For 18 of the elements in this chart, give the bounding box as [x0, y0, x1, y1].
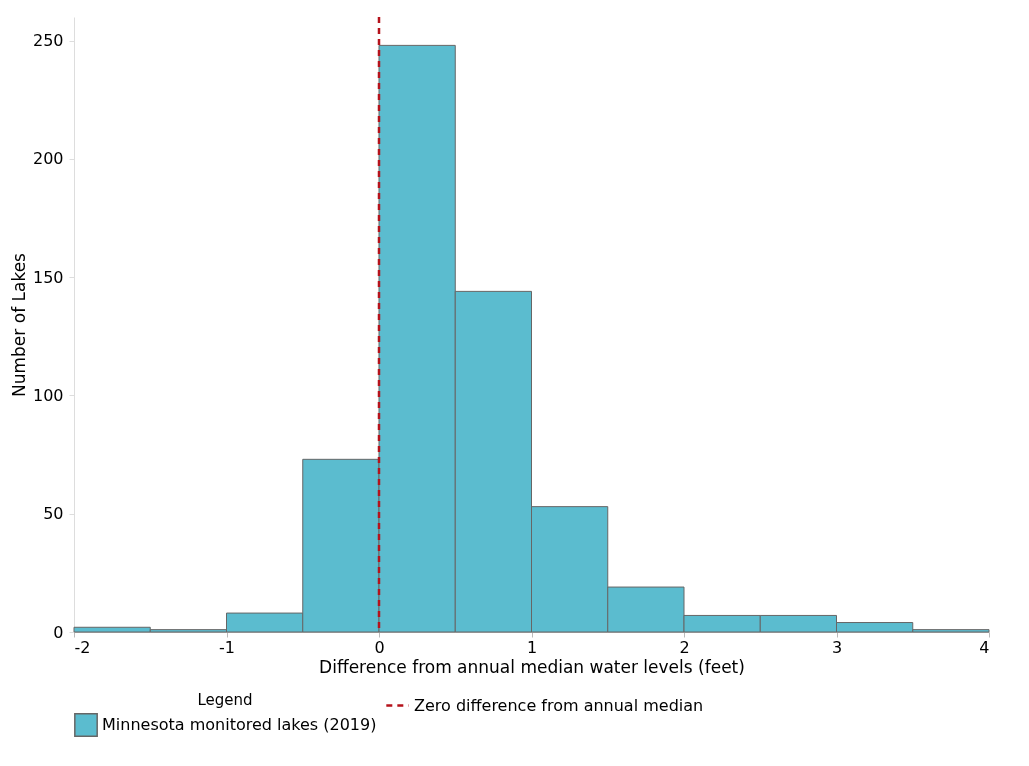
y-tick-label: 0: [53, 622, 64, 642]
x-axis-title: Difference from annual median water levels (feet): [319, 656, 745, 677]
x-tick-label: 2: [679, 637, 690, 657]
x-tick-label: -2: [74, 637, 91, 657]
y-tick-label: 250: [32, 31, 64, 51]
y-axis-title: Number of Lakes: [8, 252, 29, 397]
x-tick-label: 0: [374, 637, 385, 657]
x-tick-label: 1: [526, 637, 538, 657]
y-tick-label: 100: [32, 385, 64, 405]
legend-label: Zero difference from annual median: [414, 695, 704, 715]
y-tick-label: 50: [43, 504, 64, 524]
y-tick-label: 200: [32, 149, 64, 169]
y-tick-label: 150: [32, 267, 64, 287]
x-tick-label: 3: [831, 637, 843, 657]
x-tick-label: 4: [979, 637, 990, 657]
legend-title: Legend: [197, 691, 253, 709]
x-tick-label: -1: [219, 637, 235, 657]
legend-label: Minnesota monitored lakes (2019): [102, 715, 377, 734]
